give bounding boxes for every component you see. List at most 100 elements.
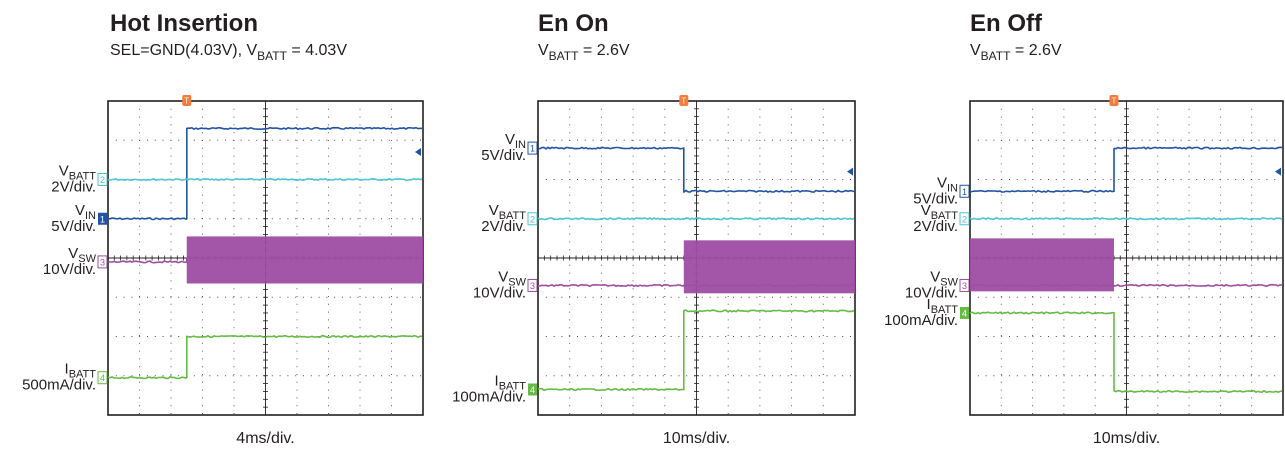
trigger-marker: T	[1109, 95, 1119, 106]
trace-line	[537, 146, 855, 194]
channel-marker-shape	[97, 255, 108, 269]
trace-line	[537, 283, 855, 288]
channel-marker-number: 2	[962, 214, 967, 224]
channel-name-main: I	[495, 372, 499, 389]
channel-scale-label: 100mA/div.	[452, 388, 526, 405]
channel-name-sub: SW	[940, 276, 958, 288]
chart-subtitle: VBATT = 2.6V	[538, 42, 630, 63]
channel-name-label: VIN	[937, 174, 958, 194]
trigger-level-marker	[1275, 167, 1281, 176]
channel-4-marker: 4	[960, 306, 969, 319]
subtitle-subscript: BATT	[981, 49, 1011, 63]
channel-name-main: V	[75, 202, 85, 219]
channel-name-label: IBATT	[495, 372, 527, 392]
trace-line	[107, 334, 422, 380]
trace-line	[107, 177, 423, 182]
channel-scale-label: 5V/div.	[51, 218, 96, 235]
trigger-marker-letter: T	[1112, 97, 1117, 106]
channel-name-label: VBATT	[921, 202, 959, 222]
channel-name-main: V	[489, 202, 499, 219]
subtitle-prefix: V	[538, 42, 549, 59]
channel-marker-shape	[959, 278, 970, 292]
channel-2-marker: 2	[527, 212, 538, 226]
trigger-level-marker	[847, 167, 853, 176]
channel-3-marker: 3	[527, 278, 538, 292]
trace-line	[969, 283, 1283, 288]
channel-marker-number: 3	[530, 281, 535, 291]
channel-1-marker: 1	[527, 141, 538, 155]
subtitle-prefix: SEL=GND(4.03V), V	[110, 42, 258, 59]
channel-name-label: VSW	[68, 245, 96, 265]
trace-line	[537, 309, 855, 392]
channel-scale-label: 5V/div.	[481, 147, 526, 164]
chart-title: En On	[538, 10, 609, 37]
chart-title: Hot Insertion	[110, 10, 258, 37]
switching-band	[186, 236, 423, 284]
chart-subtitle: VBATT = 2.6V	[970, 42, 1062, 63]
channel-name-label: IBATT	[65, 361, 97, 381]
channel-name-main: V	[498, 268, 508, 285]
channel-marker-shape	[97, 371, 108, 385]
channel-name-sub: BATT	[69, 171, 97, 183]
trigger-marker: T	[182, 95, 192, 106]
channel-4-marker: 4	[97, 371, 108, 385]
channel-scale-label: 10V/div.	[473, 284, 526, 301]
trigger-marker-shape	[679, 95, 689, 106]
channel-name-sub: IN	[947, 182, 958, 194]
trace-line	[969, 146, 1283, 194]
channel-scale-label: 100mA/div.	[884, 312, 958, 329]
channel-name-label: VSW	[930, 268, 958, 288]
channel-name-main: V	[930, 268, 940, 285]
channel-marker-number: 1	[962, 187, 967, 197]
channel-marker-number: 4	[530, 385, 535, 395]
channel-name-label: IBATT	[927, 296, 959, 316]
switching-band	[970, 238, 1114, 292]
channel-scale-label: 10V/div.	[905, 284, 958, 301]
channel-2-marker: 2	[97, 173, 108, 186]
trigger-level-marker	[415, 148, 421, 157]
channel-marker-shape	[97, 173, 108, 186]
subtitle-prefix: V	[970, 42, 981, 59]
trace-line	[969, 311, 1283, 394]
channel-marker-number: 4	[962, 308, 967, 318]
channel-name-sub: SW	[508, 276, 526, 288]
trace-line	[537, 217, 855, 221]
channel-name-label: VBATT	[489, 202, 527, 222]
subtitle-subscript: BATT	[257, 49, 287, 63]
channel-marker-number: 4	[100, 373, 105, 383]
channel-3-marker: 3	[97, 255, 108, 269]
trigger-marker-letter: T	[184, 97, 189, 106]
channel-name-main: V	[937, 174, 947, 191]
trace-line	[107, 126, 423, 221]
channel-marker-shape	[959, 212, 970, 226]
channel-marker-shape	[960, 306, 969, 319]
channel-scale-label: 2V/div.	[913, 218, 958, 235]
trigger-marker-letter: T	[681, 97, 686, 106]
channel-marker-shape	[527, 212, 538, 226]
channel-name-label: VBATT	[59, 163, 97, 183]
channel-marker-number: 3	[962, 281, 967, 291]
trigger-marker: T	[679, 95, 689, 106]
channel-4-marker: 4	[528, 383, 537, 396]
channel-name-sub: BATT	[499, 380, 527, 392]
channel-3-marker: 3	[959, 278, 970, 292]
subtitle-suffix: = 4.03V	[287, 42, 347, 59]
channel-scale-label: 2V/div.	[51, 179, 96, 196]
channel-name-sub: IN	[515, 139, 526, 151]
trace-line	[969, 217, 1283, 221]
channel-scale-label: 5V/div.	[913, 190, 958, 207]
channel-name-main: V	[921, 202, 931, 219]
